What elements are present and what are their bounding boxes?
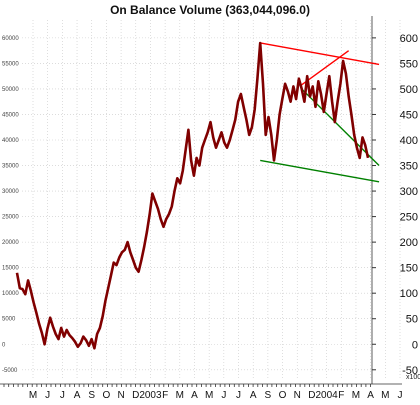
- x-tick-label: 2004: [315, 390, 338, 400]
- x-tick-label: N: [294, 390, 301, 400]
- x-tick-label: J: [45, 390, 50, 400]
- x-tick-label: D: [132, 390, 139, 400]
- chart-title: On Balance Volume (363,044,096.0): [110, 3, 310, 17]
- trendline: [260, 42, 380, 66]
- y-right-tick-label: -50: [402, 365, 418, 377]
- y-right-tick-label: 0: [412, 339, 418, 351]
- y-left-tick-label: 60000: [2, 36, 19, 42]
- x-tick-label: J: [236, 390, 241, 400]
- y-right-tick-label: 300: [400, 186, 418, 198]
- y-right-tick-label: 500: [400, 84, 418, 96]
- x-tick-label: O: [103, 390, 111, 400]
- trendline: [260, 159, 380, 183]
- x-tick-label: F: [338, 390, 344, 400]
- x-tick-label: F: [162, 390, 168, 400]
- x-tick-label: M: [381, 390, 389, 400]
- y-left-tick-label: 15000: [2, 266, 19, 272]
- y-left-tick-label: 45000: [2, 112, 19, 118]
- x-tick-label: D: [308, 390, 315, 400]
- x-tick-label: A: [250, 390, 257, 400]
- y-right-tick-label: 400: [400, 135, 418, 147]
- y-left-tick-label: 35000: [2, 164, 19, 170]
- y-left-tick-label: 40000: [2, 138, 19, 144]
- x-tick-label: A: [74, 390, 81, 400]
- x-tick-label: O: [279, 390, 287, 400]
- x-tick-label: A: [367, 390, 374, 400]
- x-tick-label: M: [205, 390, 213, 400]
- y-right-tick-label: 200: [400, 237, 418, 249]
- y-right-tick-label: 150: [400, 263, 418, 275]
- y-left-tick-label: 30000: [2, 189, 19, 195]
- y-right-tick-label: 350: [400, 161, 418, 173]
- x-tick-label: M: [352, 390, 360, 400]
- x-tick-label: M: [176, 390, 184, 400]
- y-right-tick-label: 50: [406, 314, 418, 326]
- series-layer: [15, 41, 370, 350]
- y-left-tick-label: 0: [2, 342, 6, 348]
- y-left-tick-label: 55000: [2, 61, 19, 67]
- y-left-tick-label: 50000: [2, 87, 19, 93]
- y-left-tick-label: 20000: [2, 240, 19, 246]
- trendline: [301, 50, 350, 86]
- obv-series-line: [15, 41, 370, 350]
- x-tick-label: J: [398, 390, 403, 400]
- y-right-tick-label: 250: [400, 212, 418, 224]
- y-right-tick-label: 100: [400, 288, 418, 300]
- y-left-tick-label: -5000: [2, 368, 18, 374]
- y-left-tick-label: 5000: [2, 317, 16, 323]
- x-tick-label: J: [221, 390, 226, 400]
- x-tick-label: A: [191, 390, 198, 400]
- x-tick-label: 2003: [139, 390, 162, 400]
- x-tick-label: J: [60, 390, 65, 400]
- x-tick-label: N: [117, 390, 124, 400]
- y-right-unit-label: x1000: [406, 374, 420, 381]
- y-left-tick-label: 10000: [2, 291, 19, 297]
- x-tick-label: S: [265, 390, 272, 400]
- trendline-layer: [260, 42, 380, 183]
- y-right-tick-label: 600: [400, 33, 418, 45]
- y-right-tick-label: 550: [400, 58, 418, 70]
- x-tick-label: S: [88, 390, 95, 400]
- axis-layer: -500005000100001500020000250003000035000…: [0, 16, 418, 401]
- grid-layer: [22, 20, 401, 380]
- y-left-tick-label: 25000: [2, 215, 19, 221]
- x-tick-label: M: [29, 390, 37, 400]
- y-right-tick-label: 450: [400, 109, 418, 121]
